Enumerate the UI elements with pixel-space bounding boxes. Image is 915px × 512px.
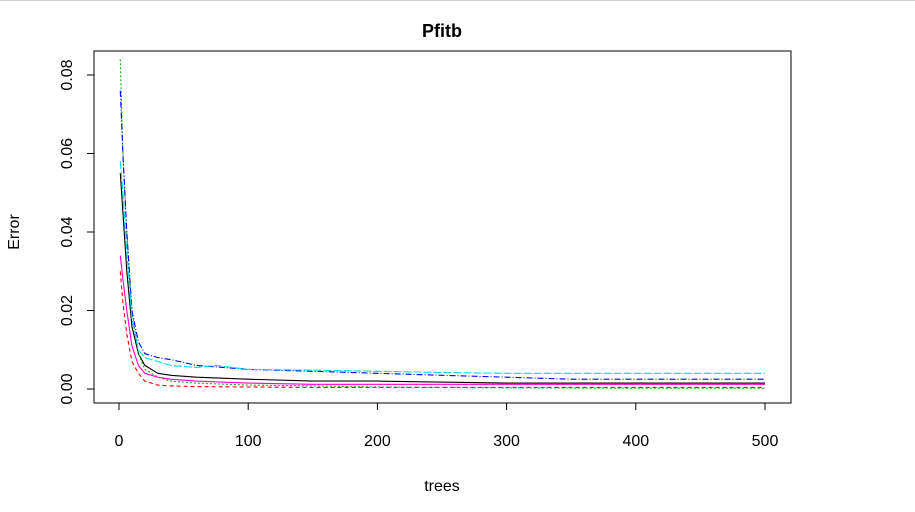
series-line-5 bbox=[119, 161, 765, 374]
y-tick-label: 0.06 bbox=[59, 138, 76, 169]
x-tick-label: 300 bbox=[493, 433, 520, 450]
series-line-4 bbox=[119, 90, 765, 380]
x-axis: 0 100 200 300 400 500 bbox=[115, 402, 779, 450]
x-tick-label: 0 bbox=[115, 433, 124, 450]
x-tick-label: 200 bbox=[364, 433, 391, 450]
y-tick-label: 0.08 bbox=[59, 59, 76, 90]
chart-title: Pfitb bbox=[422, 21, 462, 41]
x-axis-label: trees bbox=[424, 478, 460, 495]
y-axis: 0.00 0.02 0.04 0.06 0.08 bbox=[59, 59, 95, 405]
series-line-2 bbox=[119, 271, 765, 388]
x-tick-label: 100 bbox=[235, 433, 262, 450]
series-line-3 bbox=[119, 59, 765, 389]
series-layer bbox=[119, 59, 765, 389]
y-tick-label: 0.02 bbox=[59, 295, 76, 326]
series-line-1 bbox=[119, 173, 765, 384]
x-tick-label: 500 bbox=[752, 433, 779, 450]
y-tick-label: 0.00 bbox=[59, 373, 76, 404]
plot-frame bbox=[93, 50, 792, 404]
top-border bbox=[0, 0, 915, 1]
y-tick-label: 0.04 bbox=[59, 216, 76, 247]
series-line-6 bbox=[119, 255, 765, 385]
x-tick-label: 400 bbox=[622, 433, 649, 450]
y-axis-label: Error bbox=[6, 214, 23, 250]
